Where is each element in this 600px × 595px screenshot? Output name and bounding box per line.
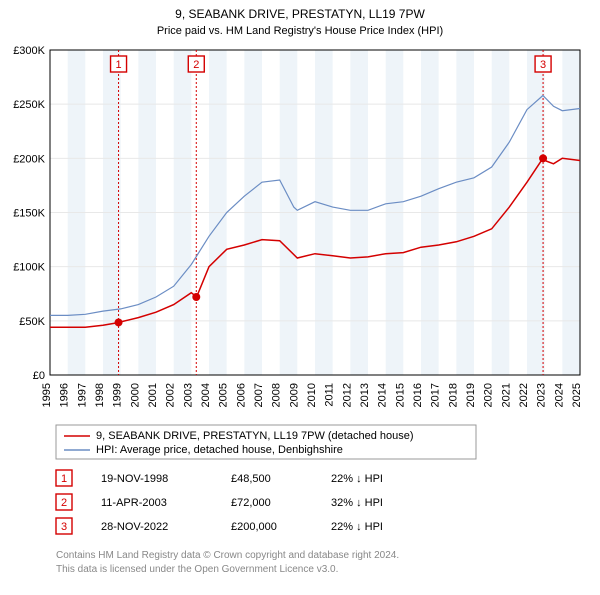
x-tick-label: 1995 (41, 383, 53, 407)
x-tick-label: 2000 (129, 383, 141, 407)
table-date: 28-NOV-2022 (101, 521, 168, 533)
legend-hpi-label: HPI: Average price, detached house, Denb… (96, 444, 343, 456)
x-tick-label: 2003 (182, 383, 194, 407)
x-tick-label: 2008 (271, 383, 283, 407)
y-tick-label: £300K (13, 45, 45, 57)
x-tick-label: 2007 (253, 383, 265, 407)
table-price: £200,000 (231, 521, 277, 533)
y-tick-label: £0 (33, 370, 45, 382)
x-tick-label: 2004 (200, 383, 212, 407)
x-tick-label: 2017 (430, 383, 442, 407)
x-tick-label: 2015 (394, 383, 406, 407)
x-tick-label: 1998 (94, 383, 106, 407)
table-date: 11-APR-2003 (101, 497, 167, 509)
x-tick-label: 2010 (306, 383, 318, 407)
x-tick-label: 2018 (447, 383, 459, 407)
marker-num: 2 (193, 59, 199, 71)
x-tick-label: 2005 (218, 383, 230, 407)
table-delta: 22% ↓ HPI (331, 473, 383, 485)
table-date: 19-NOV-1998 (101, 473, 168, 485)
x-tick-label: 2025 (571, 383, 583, 407)
x-tick-label: 2019 (465, 383, 477, 407)
table-delta: 32% ↓ HPI (331, 497, 383, 509)
chart-title: 9, SEABANK DRIVE, PRESTATYN, LL19 7PW (175, 7, 425, 21)
y-tick-label: £150K (13, 208, 45, 220)
footer-line-1: Contains HM Land Registry data © Crown c… (56, 550, 399, 561)
table-marker-num: 1 (61, 473, 67, 485)
x-tick-label: 2012 (341, 383, 353, 407)
sale-point (192, 293, 200, 301)
y-tick-label: £100K (13, 262, 45, 274)
table-delta: 22% ↓ HPI (331, 521, 383, 533)
table-price: £72,000 (231, 497, 271, 509)
x-tick-label: 2023 (536, 383, 548, 407)
x-tick-label: 2002 (165, 383, 177, 407)
x-tick-label: 1996 (59, 383, 71, 407)
x-tick-label: 2022 (518, 383, 530, 407)
table-price: £48,500 (231, 473, 271, 485)
y-tick-label: £200K (13, 153, 45, 165)
legend-price-label: 9, SEABANK DRIVE, PRESTATYN, LL19 7PW (d… (96, 430, 414, 442)
table-marker-num: 2 (61, 497, 67, 509)
x-tick-label: 1999 (112, 383, 124, 407)
x-tick-label: 2014 (377, 383, 389, 407)
chart-subtitle: Price paid vs. HM Land Registry's House … (157, 25, 443, 37)
y-tick-label: £250K (13, 99, 45, 111)
marker-num: 3 (540, 59, 546, 71)
x-tick-label: 2020 (483, 383, 495, 407)
sale-point (115, 318, 123, 326)
y-tick-label: £50K (19, 316, 45, 328)
x-tick-label: 2016 (412, 383, 424, 407)
sale-point (539, 154, 547, 162)
marker-num: 1 (115, 59, 121, 71)
x-tick-label: 2009 (288, 383, 300, 407)
x-tick-label: 2011 (324, 383, 336, 407)
x-tick-label: 2024 (553, 383, 565, 407)
x-tick-label: 2006 (235, 383, 247, 407)
price-chart: 9, SEABANK DRIVE, PRESTATYN, LL19 7PW Pri… (0, 0, 600, 590)
footer-line-2: This data is licensed under the Open Gov… (56, 564, 338, 575)
x-tick-label: 2001 (147, 383, 159, 407)
x-tick-label: 2013 (359, 383, 371, 407)
table-marker-num: 3 (61, 521, 67, 533)
x-tick-label: 2021 (500, 383, 512, 407)
x-tick-label: 1997 (76, 383, 88, 407)
